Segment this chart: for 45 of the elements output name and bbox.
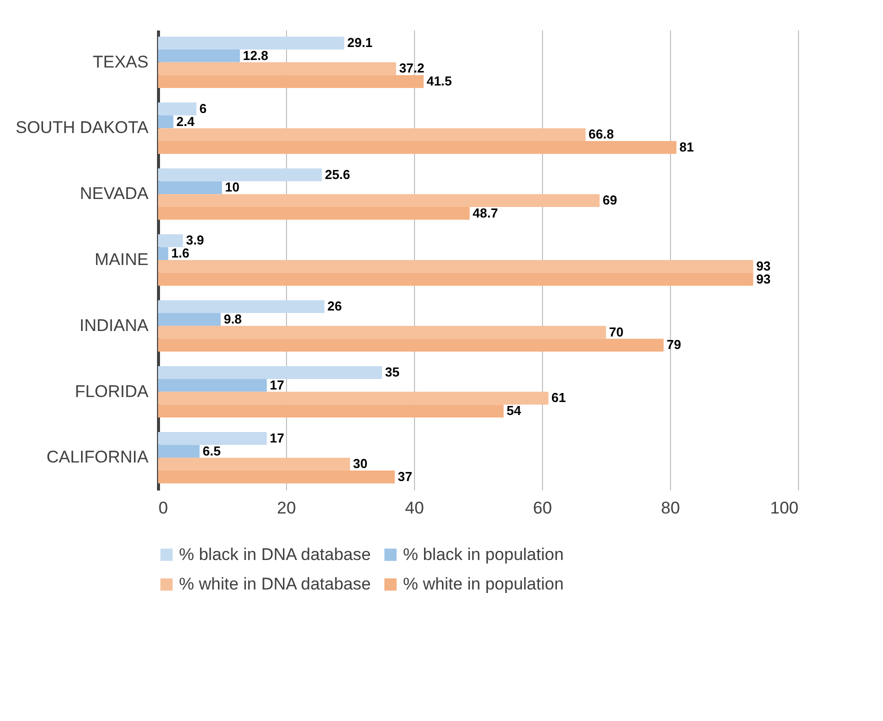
data-label: 54 [506, 403, 522, 418]
x-tick-label: 20 [277, 498, 296, 518]
data-label: 41.5 [426, 74, 452, 89]
data-label: 1.6 [171, 246, 190, 261]
data-label: 70 [609, 324, 624, 340]
y-tick-label: CALIFORNIA [46, 448, 150, 467]
data-label: 35 [385, 364, 400, 380]
data-label: 17 [270, 430, 284, 446]
data-label: 17 [270, 377, 284, 392]
legend-label: % white in DNA database [179, 574, 371, 594]
legend-label: % black in DNA database [179, 544, 371, 564]
data-label: 26 [327, 298, 342, 314]
x-tick-label: 60 [533, 498, 552, 518]
data-label: 6 [199, 100, 207, 116]
data-label: 93 [756, 271, 771, 286]
data-label: 66.8 [588, 126, 614, 142]
data-label: 61 [551, 390, 566, 406]
data-label: 37.2 [399, 60, 424, 76]
data-label: 10 [225, 180, 240, 195]
legend-label: % white in population [403, 574, 564, 594]
data-label: 81 [679, 139, 694, 154]
x-tick-label: 40 [405, 498, 424, 518]
x-tick-label: 80 [661, 498, 680, 518]
x-tick-label: 100 [770, 498, 798, 518]
data-label: 9.8 [224, 311, 242, 326]
data-label: 29.1 [347, 35, 373, 50]
data-label: 37 [398, 468, 412, 484]
data-label: 12.8 [242, 48, 268, 63]
data-label: 48.7 [472, 205, 498, 220]
y-tick-label: SOUTH DAKOTA [16, 118, 150, 138]
y-tick-label: FLORIDA [74, 382, 150, 401]
y-tick-label: TEXAS [92, 52, 148, 72]
y-tick-label: NEVADA [80, 184, 150, 204]
data-label: 93 [756, 258, 771, 274]
x-tick-label: 0 [158, 498, 168, 518]
data-label: 2.4 [176, 114, 196, 129]
data-label: 25.6 [324, 166, 350, 182]
y-tick-label: INDIANA [80, 316, 150, 335]
legend-label: % black in population [403, 544, 564, 564]
data-label: 79 [666, 337, 682, 352]
data-label: 30 [353, 456, 368, 472]
data-label: 6.5 [202, 443, 221, 458]
data-label: 69 [602, 192, 618, 208]
y-tick-label: MAINE [94, 250, 148, 269]
data-label: 3.9 [186, 232, 204, 248]
